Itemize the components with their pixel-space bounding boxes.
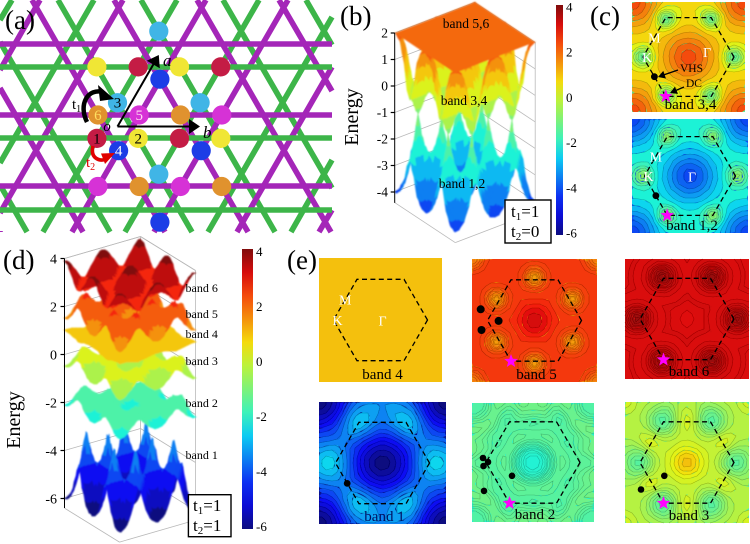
svg-text:1: 1 [381, 52, 388, 67]
svg-text:2: 2 [134, 131, 142, 147]
svg-text:band 1,2: band 1,2 [666, 218, 718, 234]
svg-text:band 1: band 1 [364, 509, 404, 525]
svg-text:a: a [163, 51, 172, 70]
svg-text:t2=0: t2=0 [511, 222, 539, 243]
svg-text:0: 0 [566, 90, 573, 105]
svg-text:band 1,2: band 1,2 [439, 176, 486, 191]
svg-text:band 3,4: band 3,4 [665, 97, 717, 113]
svg-text:band 3,4: band 3,4 [441, 93, 488, 108]
svg-text:4: 4 [566, 0, 573, 15]
svg-text:2: 2 [50, 301, 57, 316]
svg-text:band 3: band 3 [186, 354, 218, 368]
svg-text:1: 1 [93, 131, 101, 147]
svg-text:band 3: band 3 [669, 508, 709, 524]
svg-text:band 4: band 4 [186, 327, 218, 341]
svg-text:5: 5 [135, 108, 143, 124]
svg-text:-6: -6 [256, 519, 267, 534]
svg-text:K: K [642, 51, 652, 66]
svg-text:DC: DC [686, 78, 702, 90]
svg-text:-6: -6 [45, 493, 57, 508]
svg-text:4: 4 [50, 253, 57, 268]
svg-text:band 6: band 6 [186, 281, 218, 295]
svg-text:(a): (a) [5, 5, 35, 35]
svg-text:-2: -2 [45, 397, 57, 412]
svg-text:-4: -4 [45, 445, 57, 460]
svg-text:band 4: band 4 [362, 367, 403, 383]
svg-text:Γ: Γ [688, 171, 696, 186]
svg-text:t1=1: t1=1 [511, 202, 539, 223]
svg-text:-4: -4 [566, 180, 577, 195]
svg-text:Energy: Energy [341, 88, 363, 145]
svg-text:t2: t2 [86, 155, 95, 173]
svg-text:(c): (c) [590, 1, 620, 31]
svg-text:t1=1: t1=1 [193, 496, 221, 517]
svg-text:band 5,6: band 5,6 [443, 16, 490, 31]
svg-text:0: 0 [381, 79, 388, 94]
svg-text:-4: -4 [256, 464, 267, 479]
svg-text:b: b [203, 123, 212, 142]
svg-text:band 2: band 2 [515, 507, 555, 523]
svg-text:-2: -2 [566, 135, 577, 150]
svg-text:band 5: band 5 [186, 307, 218, 321]
svg-text:2: 2 [381, 26, 388, 41]
svg-text:Γ: Γ [703, 46, 711, 61]
svg-text:band 2: band 2 [186, 396, 218, 410]
svg-text:band 5: band 5 [516, 367, 556, 383]
svg-text:2: 2 [256, 299, 263, 314]
svg-text:-4: -4 [377, 185, 388, 200]
svg-text:band 1: band 1 [186, 448, 218, 462]
svg-text:2: 2 [566, 45, 573, 60]
svg-text:-2: -2 [256, 409, 267, 424]
svg-text:(b): (b) [340, 1, 371, 31]
svg-text:t1: t1 [72, 97, 81, 115]
svg-text:K: K [643, 170, 653, 185]
svg-text:o: o [103, 119, 111, 135]
svg-text:-6: -6 [566, 226, 577, 241]
svg-text:-3: -3 [377, 158, 388, 173]
svg-text:K: K [332, 314, 342, 329]
svg-text:VHS: VHS [680, 63, 703, 75]
svg-text:band 6: band 6 [669, 364, 710, 380]
svg-text:M: M [650, 150, 663, 165]
svg-text:6: 6 [94, 108, 102, 124]
svg-text:(d): (d) [3, 245, 34, 275]
svg-text:M: M [339, 294, 352, 309]
svg-text:3: 3 [114, 96, 122, 112]
svg-text:0: 0 [50, 349, 57, 364]
svg-text:4: 4 [115, 144, 123, 160]
svg-text:M: M [648, 31, 661, 46]
svg-text:0: 0 [256, 354, 263, 369]
svg-text:t2=1: t2=1 [193, 516, 221, 537]
svg-text:Γ: Γ [378, 315, 386, 330]
svg-text:-2: -2 [377, 132, 388, 147]
svg-text:(e): (e) [287, 245, 317, 275]
svg-text:4: 4 [256, 244, 263, 259]
svg-text:-1: -1 [377, 105, 388, 120]
svg-text:Energy: Energy [3, 391, 25, 448]
